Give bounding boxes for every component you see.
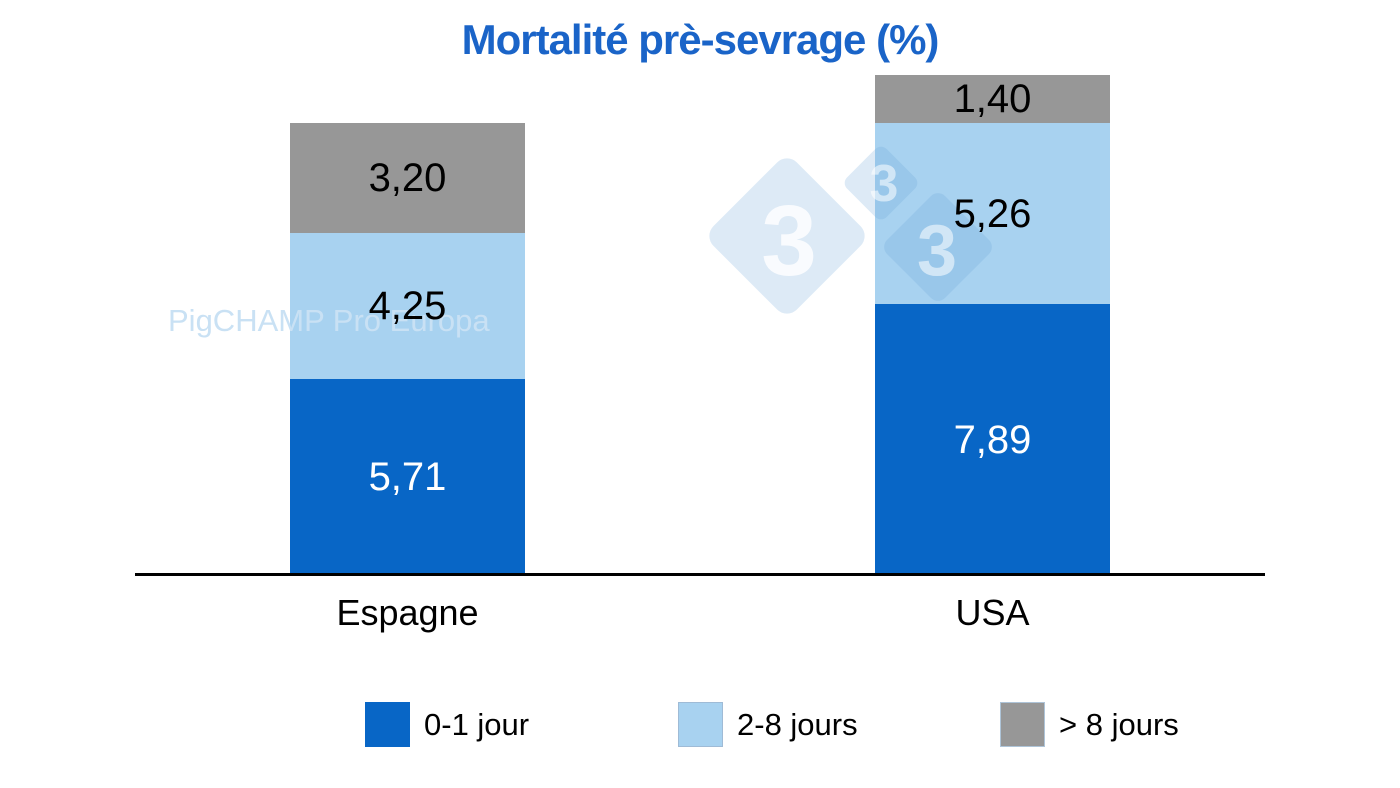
legend-label: > 8 jours [1059,706,1179,742]
legend-label: 2-8 jours [737,706,858,742]
bar-espagne: 3,20 4,25 5,71 [290,123,525,575]
legend-swatch-0-1-jour [365,702,410,747]
logo-digit-3: 3 [761,185,817,297]
logo-digit-3: 3 [916,211,958,291]
category-label-espagne: Espagne [336,592,479,633]
x-axis-line [135,573,1265,576]
legend-swatch-2-8-jours [678,702,723,747]
watermark-pigchamp-text: PigCHAMP Pro Europa [168,303,490,338]
value-label: 1,40 [953,77,1032,122]
bar-segment-usa-gt8jours: 1,40 [875,75,1110,124]
value-label: 5,71 [368,454,447,499]
value-label: 7,89 [953,417,1032,462]
logo-digit-3: 3 [869,155,899,213]
bar-segment-espagne-gt8jours: 3,20 [290,123,525,233]
bar-segment-espagne-0-1jour: 5,71 [290,378,525,575]
legend-swatch-gt-8-jours [1000,702,1045,747]
category-label-usa: USA [955,592,1030,633]
legend-label: 0-1 jour [424,706,530,742]
legend-item-gt-8-jours: > 8 jours [1000,702,1179,747]
bar-segment-usa-2-8jours: 5,26 [875,123,1110,304]
value-label: 3,20 [368,155,447,200]
bar-segment-usa-0-1jour: 7,89 [875,304,1110,575]
legend-item-0-1-jour: 0-1 jour [365,702,529,747]
value-label: 4,25 [368,283,447,328]
chart-title: Mortalité prè-sevrage (%) [461,16,940,63]
bar-segment-espagne-2-8jours: 4,25 [290,232,525,379]
bar-usa: 1,40 5,26 7,89 [875,75,1110,575]
legend-item-2-8-jours: 2-8 jours [678,702,858,747]
value-label: 5,26 [953,191,1032,236]
